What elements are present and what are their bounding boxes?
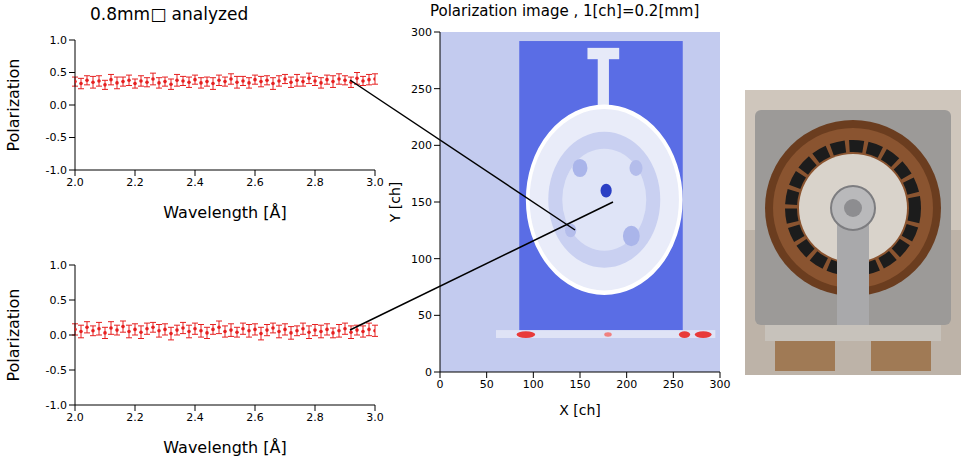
svg-text:2.6: 2.6 xyxy=(246,411,264,424)
svg-text:3.0: 3.0 xyxy=(366,176,384,189)
svg-text:300: 300 xyxy=(411,26,432,39)
svg-text:Wavelength [Å]: Wavelength [Å] xyxy=(163,438,286,457)
svg-text:100: 100 xyxy=(411,253,432,266)
svg-text:2.8: 2.8 xyxy=(306,411,324,424)
svg-text:-1.0: -1.0 xyxy=(46,399,67,412)
svg-text:250: 250 xyxy=(411,83,432,96)
svg-text:Y [ch]: Y [ch] xyxy=(387,182,403,224)
svg-text:0.0: 0.0 xyxy=(50,329,68,342)
svg-text:300: 300 xyxy=(710,378,731,391)
svg-text:3.0: 3.0 xyxy=(366,411,384,424)
svg-text:200: 200 xyxy=(411,139,432,152)
svg-text:100: 100 xyxy=(523,378,544,391)
svg-text:0.5: 0.5 xyxy=(50,294,68,307)
svg-text:50: 50 xyxy=(480,378,494,391)
svg-text:0: 0 xyxy=(437,378,444,391)
svg-text:-1.0: -1.0 xyxy=(46,164,67,177)
svg-text:Polarization: Polarization xyxy=(4,59,23,152)
svg-text:2.0: 2.0 xyxy=(66,176,84,189)
svg-text:0.0: 0.0 xyxy=(50,99,68,112)
svg-text:200: 200 xyxy=(616,378,637,391)
svg-text:0: 0 xyxy=(425,366,432,379)
svg-text:2.4: 2.4 xyxy=(186,411,204,424)
svg-text:250: 250 xyxy=(663,378,684,391)
svg-text:0.5: 0.5 xyxy=(50,66,68,79)
svg-text:2.0: 2.0 xyxy=(66,411,84,424)
svg-text:2.8: 2.8 xyxy=(306,176,324,189)
svg-text:-0.5: -0.5 xyxy=(46,131,67,144)
html-text:Polarization image , 1[ch]=0.2: Polarization image , 1[ch]=0.2[mm] xyxy=(430,2,700,20)
svg-text:150: 150 xyxy=(411,196,432,209)
svg-text:2.6: 2.6 xyxy=(246,176,264,189)
svg-text:Wavelength [Å]: Wavelength [Å] xyxy=(163,203,286,222)
svg-text:1.0: 1.0 xyxy=(50,259,68,272)
svg-text:150: 150 xyxy=(570,378,591,391)
svg-text:2.2: 2.2 xyxy=(126,176,144,189)
svg-text:Polarization: Polarization xyxy=(4,289,23,382)
svg-text:1.0: 1.0 xyxy=(50,34,68,47)
svg-text:-0.5: -0.5 xyxy=(46,364,67,377)
svg-text:X [ch]: X [ch] xyxy=(559,402,601,418)
svg-text:2.4: 2.4 xyxy=(186,176,204,189)
svg-text:2.2: 2.2 xyxy=(126,411,144,424)
svg-text:50: 50 xyxy=(418,309,432,322)
html-text:0.8mm□ analyzed: 0.8mm□ analyzed xyxy=(90,4,249,24)
